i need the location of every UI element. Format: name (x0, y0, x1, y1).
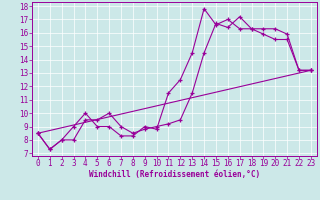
X-axis label: Windchill (Refroidissement éolien,°C): Windchill (Refroidissement éolien,°C) (89, 170, 260, 179)
